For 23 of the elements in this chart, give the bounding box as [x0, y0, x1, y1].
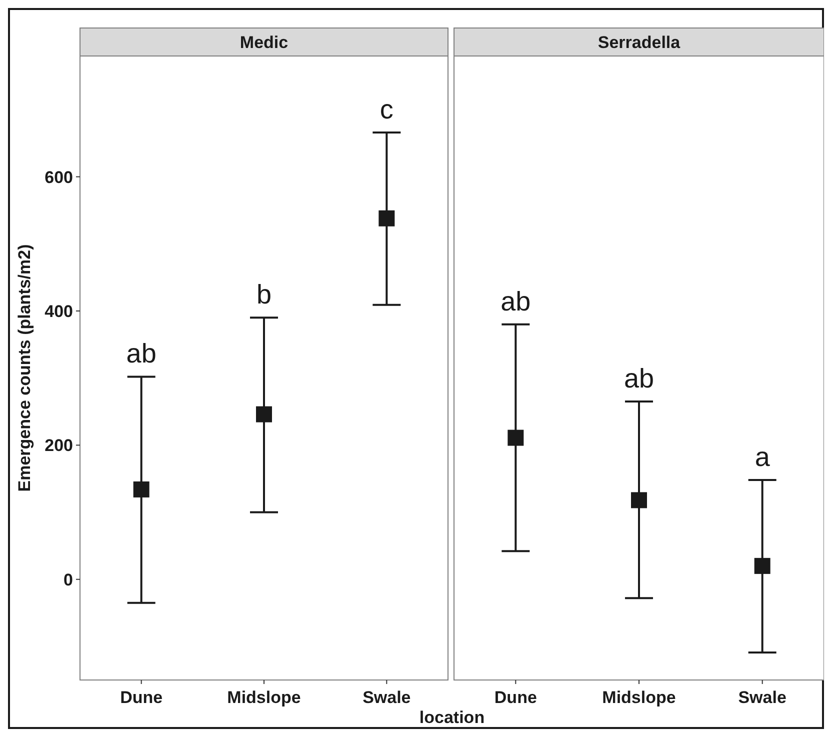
point [133, 481, 150, 498]
y-tick-label: 400 [44, 302, 73, 321]
x-tick-label: Dune [120, 688, 163, 707]
x-tick-label: Swale [738, 688, 786, 707]
y-tick-label: 200 [44, 436, 73, 456]
x-tick-label: Dune [494, 688, 537, 707]
point [378, 210, 395, 226]
chart-title: Serradella [598, 33, 681, 52]
x-axis-title: location [419, 708, 485, 727]
chart-title: Medic [240, 33, 288, 52]
annotation: b [256, 280, 272, 310]
x-tick-label: Swale [362, 688, 411, 707]
y-axis-title: Emergence counts (plants/m2) [15, 244, 34, 492]
y-tick-label: 0 [64, 570, 73, 590]
annotation: c [380, 94, 394, 124]
annotation: a [754, 442, 771, 472]
x-tick-label: Midslope [602, 688, 676, 707]
annotation: ab [126, 338, 156, 369]
annotation: ab [500, 286, 531, 316]
annotation: ab [624, 364, 654, 394]
x-tick-label: Midslope [227, 688, 301, 707]
y-tick-label: 600 [44, 168, 73, 187]
point [256, 406, 272, 422]
